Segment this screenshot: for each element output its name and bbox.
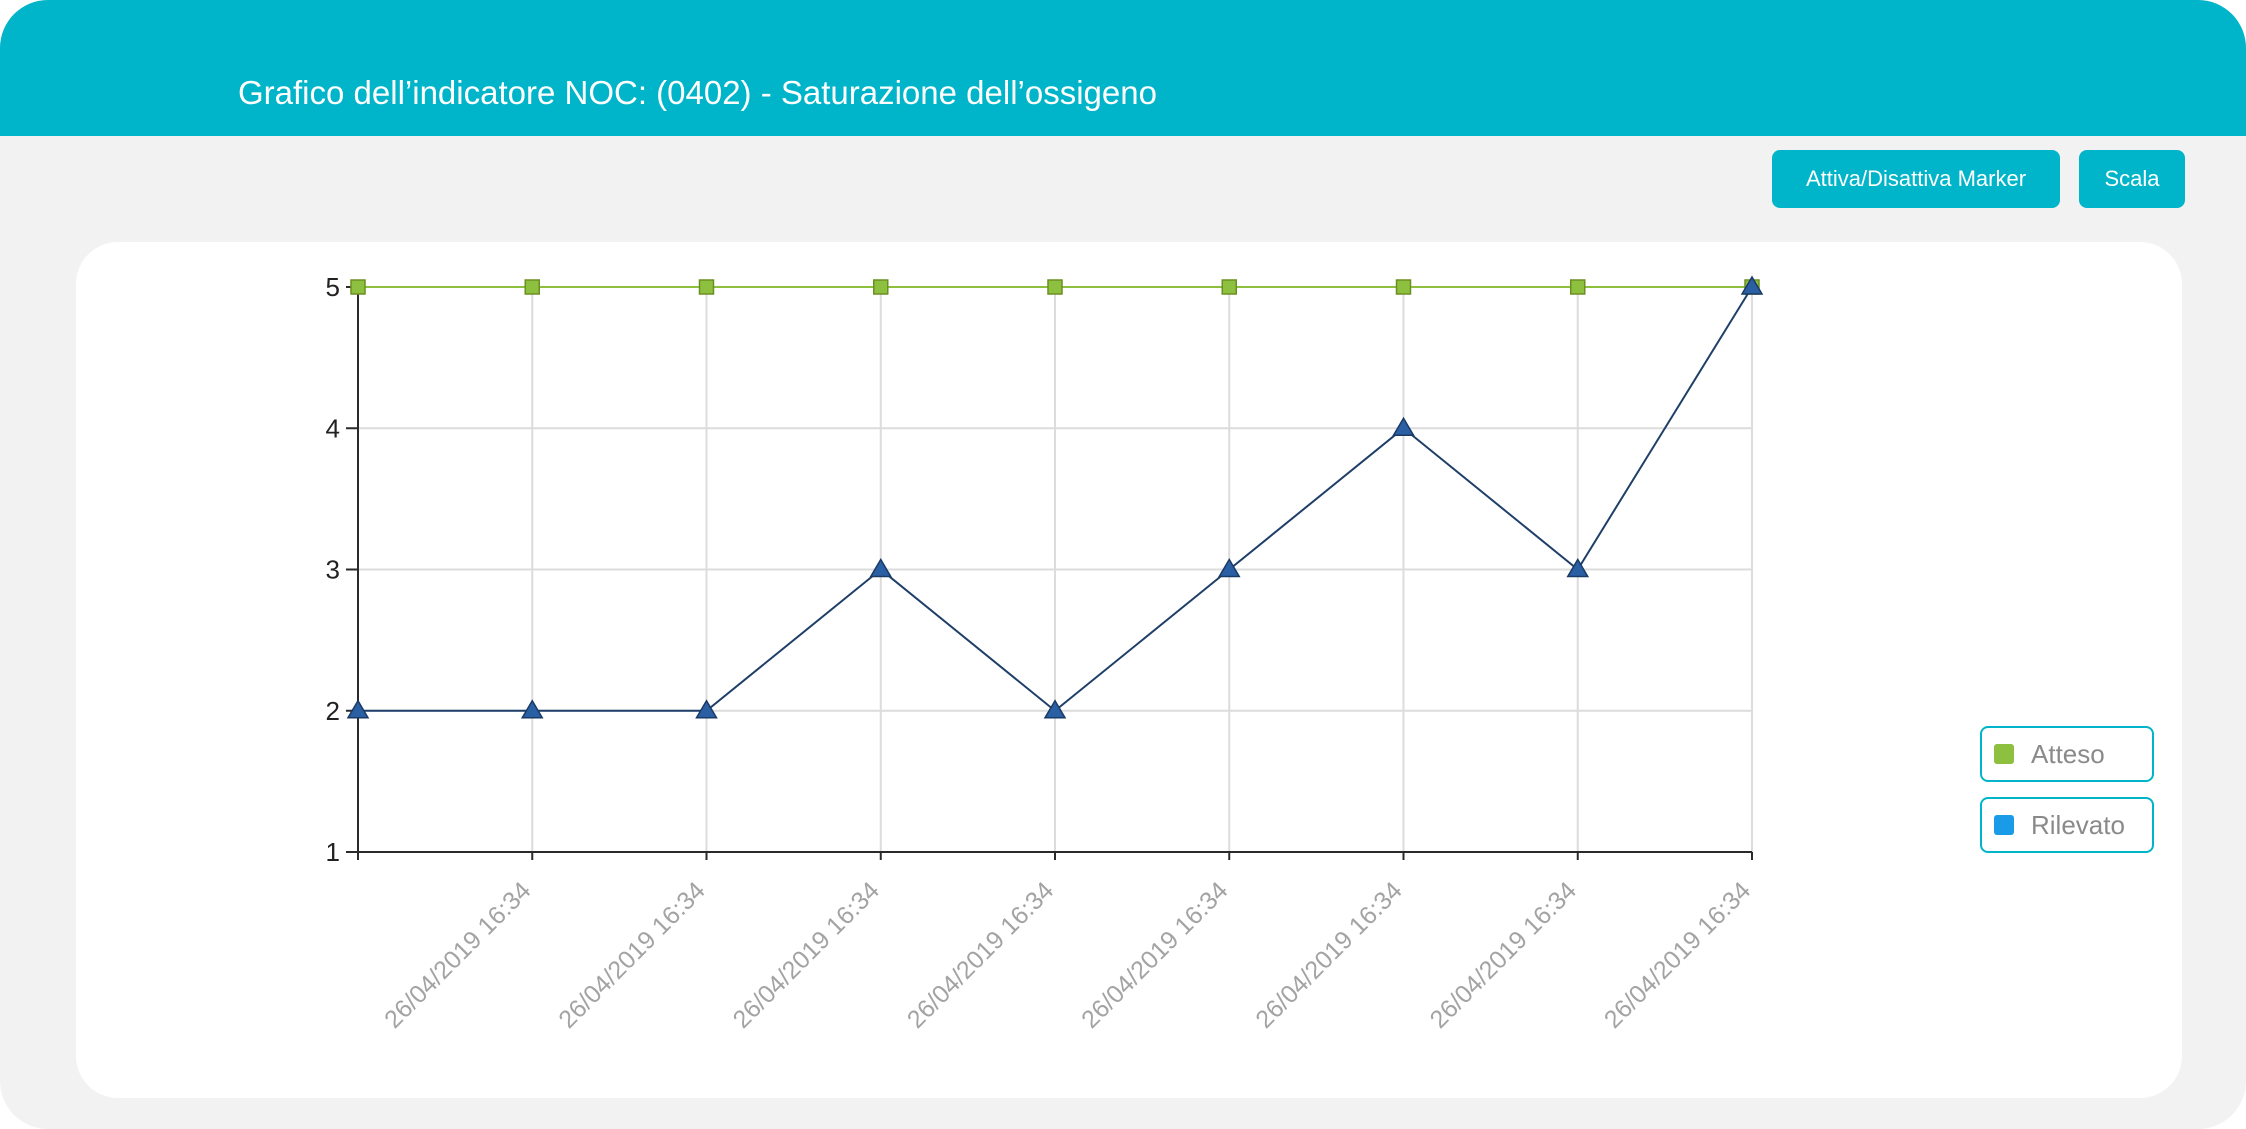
- x-tick-label: 26/04/2019 16:34: [1599, 876, 1756, 1033]
- point-atteso: [698, 279, 715, 295]
- point-atteso: [873, 279, 889, 295]
- y-tick-label: 3: [326, 555, 340, 585]
- point-atteso: [1221, 279, 1237, 295]
- point-atteso: [350, 279, 366, 295]
- x-tick-label: 26/04/2019 16:34: [1076, 876, 1233, 1033]
- x-tick-label: 26/04/2019 16:34: [379, 876, 536, 1033]
- x-tick-label: 26/04/2019 16:34: [902, 876, 1059, 1033]
- point-rilevato: [1566, 558, 1590, 578]
- x-tick-label: 26/04/2019 16:34: [728, 876, 885, 1033]
- y-tick-label: 2: [326, 696, 340, 726]
- x-tick-label: 26/04/2019 16:34: [1425, 876, 1582, 1033]
- point-rilevato: [346, 699, 370, 719]
- point-rilevato: [1392, 416, 1415, 436]
- point-rilevato: [869, 558, 893, 578]
- point-rilevato: [1740, 275, 1764, 295]
- page-title: Grafico dell’indicatore NOC: (0402) - Sa…: [238, 74, 1157, 111]
- y-tick-label: 5: [326, 272, 340, 302]
- point-atteso: [1570, 279, 1586, 295]
- toggle-marker-button[interactable]: Attiva/Disattiva Marker: [1772, 150, 2060, 208]
- legend-item-rilevato[interactable]: Rilevato: [1980, 797, 2154, 853]
- legend-label-atteso: Atteso: [2031, 738, 2105, 769]
- y-tick-label: 1: [326, 837, 340, 867]
- point-rilevato: [695, 699, 718, 719]
- x-tick-label: 26/04/2019 16:34: [1250, 876, 1407, 1033]
- point-atteso: [1047, 279, 1063, 295]
- point-rilevato: [520, 699, 544, 719]
- point-atteso: [524, 279, 540, 295]
- legend-item-atteso[interactable]: Atteso: [1980, 726, 2154, 782]
- point-rilevato: [1217, 558, 1241, 578]
- scale-button[interactable]: Scala: [2079, 150, 2185, 208]
- point-rilevato: [1043, 699, 1067, 719]
- point-atteso: [1395, 279, 1412, 295]
- y-tick-label: 4: [326, 413, 340, 443]
- legend-swatch-rilevato: [1994, 815, 2014, 835]
- legend-swatch-atteso: [1994, 744, 2014, 764]
- x-tick-label: 26/04/2019 16:34: [553, 876, 710, 1033]
- chart-card: 1 2 3 4 5 26/04/2019 16:34 26/04/2019 16:34 26/…: [76, 242, 2182, 1098]
- legend-label-rilevato: Rilevato: [2031, 809, 2125, 840]
- title-bar: Grafico dell’indicatore NOC: (0402) - Sa…: [0, 0, 2246, 136]
